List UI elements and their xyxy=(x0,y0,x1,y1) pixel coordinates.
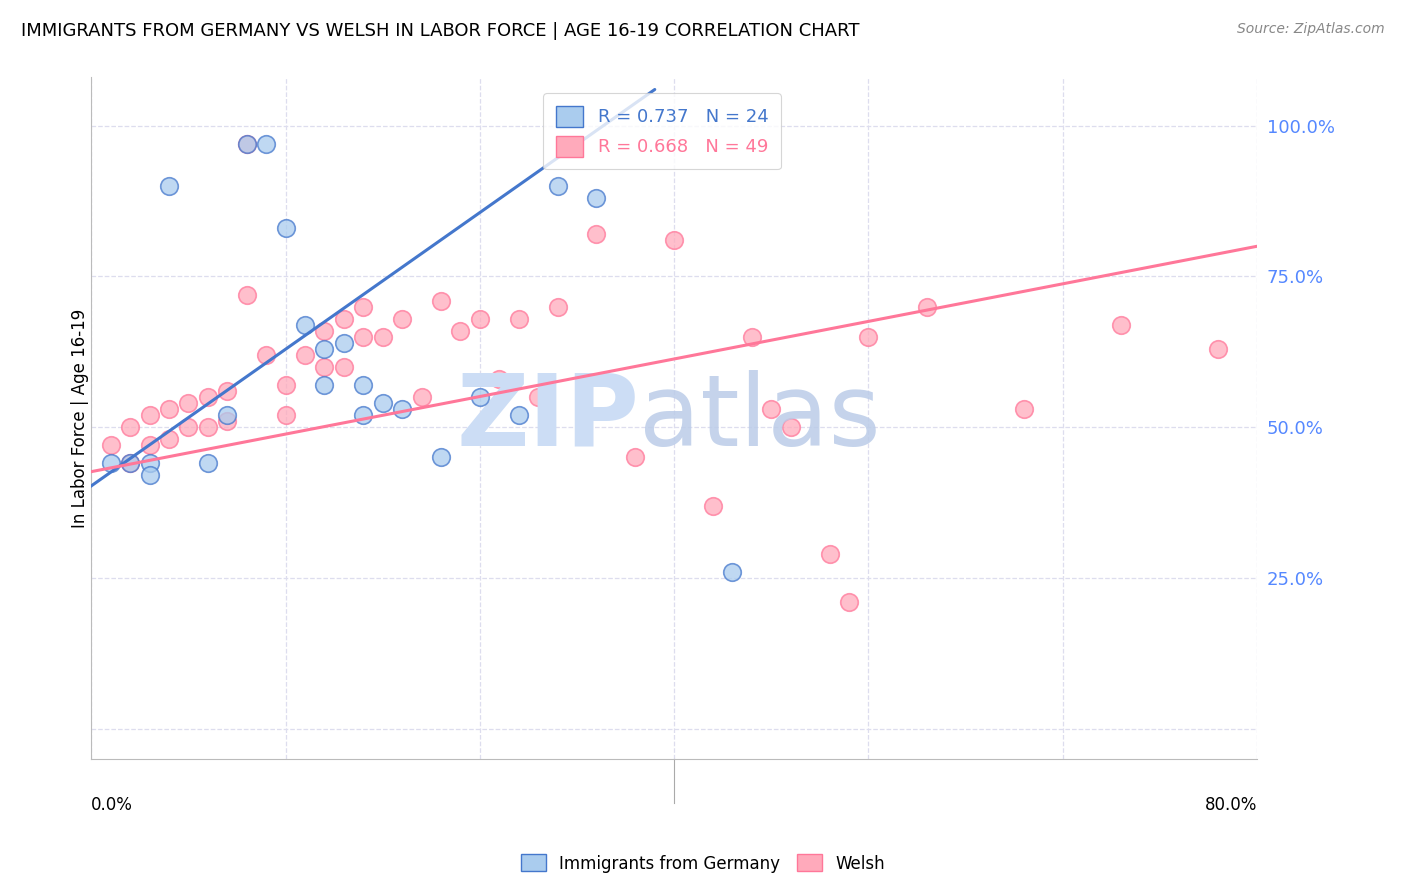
Point xyxy=(391,402,413,417)
Point xyxy=(314,342,336,356)
Point xyxy=(333,359,356,374)
Point xyxy=(314,359,336,374)
Point xyxy=(157,432,180,446)
Point xyxy=(274,378,297,392)
Point xyxy=(333,335,356,350)
Point xyxy=(138,468,160,483)
Point xyxy=(138,438,160,452)
Point xyxy=(274,408,297,422)
Point xyxy=(624,450,647,465)
Point xyxy=(741,329,763,343)
Point xyxy=(197,420,219,434)
Point xyxy=(411,390,433,404)
Point xyxy=(585,191,607,205)
Y-axis label: In Labor Force | Age 16-19: In Labor Force | Age 16-19 xyxy=(72,309,89,528)
Point xyxy=(197,390,219,404)
Point xyxy=(915,300,938,314)
Point xyxy=(177,420,200,434)
Point xyxy=(254,136,277,151)
Point xyxy=(721,565,744,579)
Point xyxy=(818,547,841,561)
Point xyxy=(468,390,491,404)
Point xyxy=(274,221,297,235)
Point xyxy=(120,456,142,470)
Point xyxy=(371,329,394,343)
Point xyxy=(508,311,530,326)
Point xyxy=(333,311,356,326)
Point xyxy=(314,378,336,392)
Point xyxy=(702,499,724,513)
Point xyxy=(430,293,453,308)
Text: IMMIGRANTS FROM GERMANY VS WELSH IN LABOR FORCE | AGE 16-19 CORRELATION CHART: IMMIGRANTS FROM GERMANY VS WELSH IN LABO… xyxy=(21,22,859,40)
Text: ZIP: ZIP xyxy=(457,369,640,467)
Point xyxy=(371,396,394,410)
Point xyxy=(217,384,239,398)
Text: 80.0%: 80.0% xyxy=(1205,797,1257,814)
Point xyxy=(177,396,200,410)
Point xyxy=(352,329,374,343)
Text: 0.0%: 0.0% xyxy=(91,797,134,814)
Point xyxy=(352,378,374,392)
Point xyxy=(1206,342,1229,356)
Point xyxy=(547,178,569,193)
Point xyxy=(488,372,510,386)
Legend: Immigrants from Germany, Welsh: Immigrants from Germany, Welsh xyxy=(515,847,891,880)
Point xyxy=(430,450,453,465)
Point xyxy=(664,233,686,247)
Point xyxy=(254,348,277,362)
Point xyxy=(761,402,783,417)
Point xyxy=(391,311,413,326)
Point xyxy=(100,438,122,452)
Point xyxy=(217,408,239,422)
Point xyxy=(120,456,142,470)
Point xyxy=(294,318,316,332)
Point xyxy=(468,311,491,326)
Point xyxy=(547,300,569,314)
Point xyxy=(236,136,259,151)
Point xyxy=(138,456,160,470)
Point xyxy=(157,178,180,193)
Point xyxy=(838,595,860,609)
Point xyxy=(352,300,374,314)
Point xyxy=(157,402,180,417)
Point xyxy=(352,408,374,422)
Point xyxy=(197,456,219,470)
Point xyxy=(236,136,259,151)
Text: atlas: atlas xyxy=(640,369,880,467)
Point xyxy=(1109,318,1132,332)
Text: Source: ZipAtlas.com: Source: ZipAtlas.com xyxy=(1237,22,1385,37)
Point xyxy=(527,390,550,404)
Point xyxy=(294,348,316,362)
Point xyxy=(508,408,530,422)
Point xyxy=(858,329,880,343)
Point xyxy=(217,414,239,428)
Point xyxy=(585,227,607,242)
Point xyxy=(236,287,259,301)
Point xyxy=(779,420,801,434)
Point xyxy=(120,420,142,434)
Point xyxy=(450,324,472,338)
Point xyxy=(314,324,336,338)
Point xyxy=(100,456,122,470)
Legend: R = 0.737   N = 24, R = 0.668   N = 49: R = 0.737 N = 24, R = 0.668 N = 49 xyxy=(543,94,780,169)
Point xyxy=(1012,402,1035,417)
Point xyxy=(138,408,160,422)
